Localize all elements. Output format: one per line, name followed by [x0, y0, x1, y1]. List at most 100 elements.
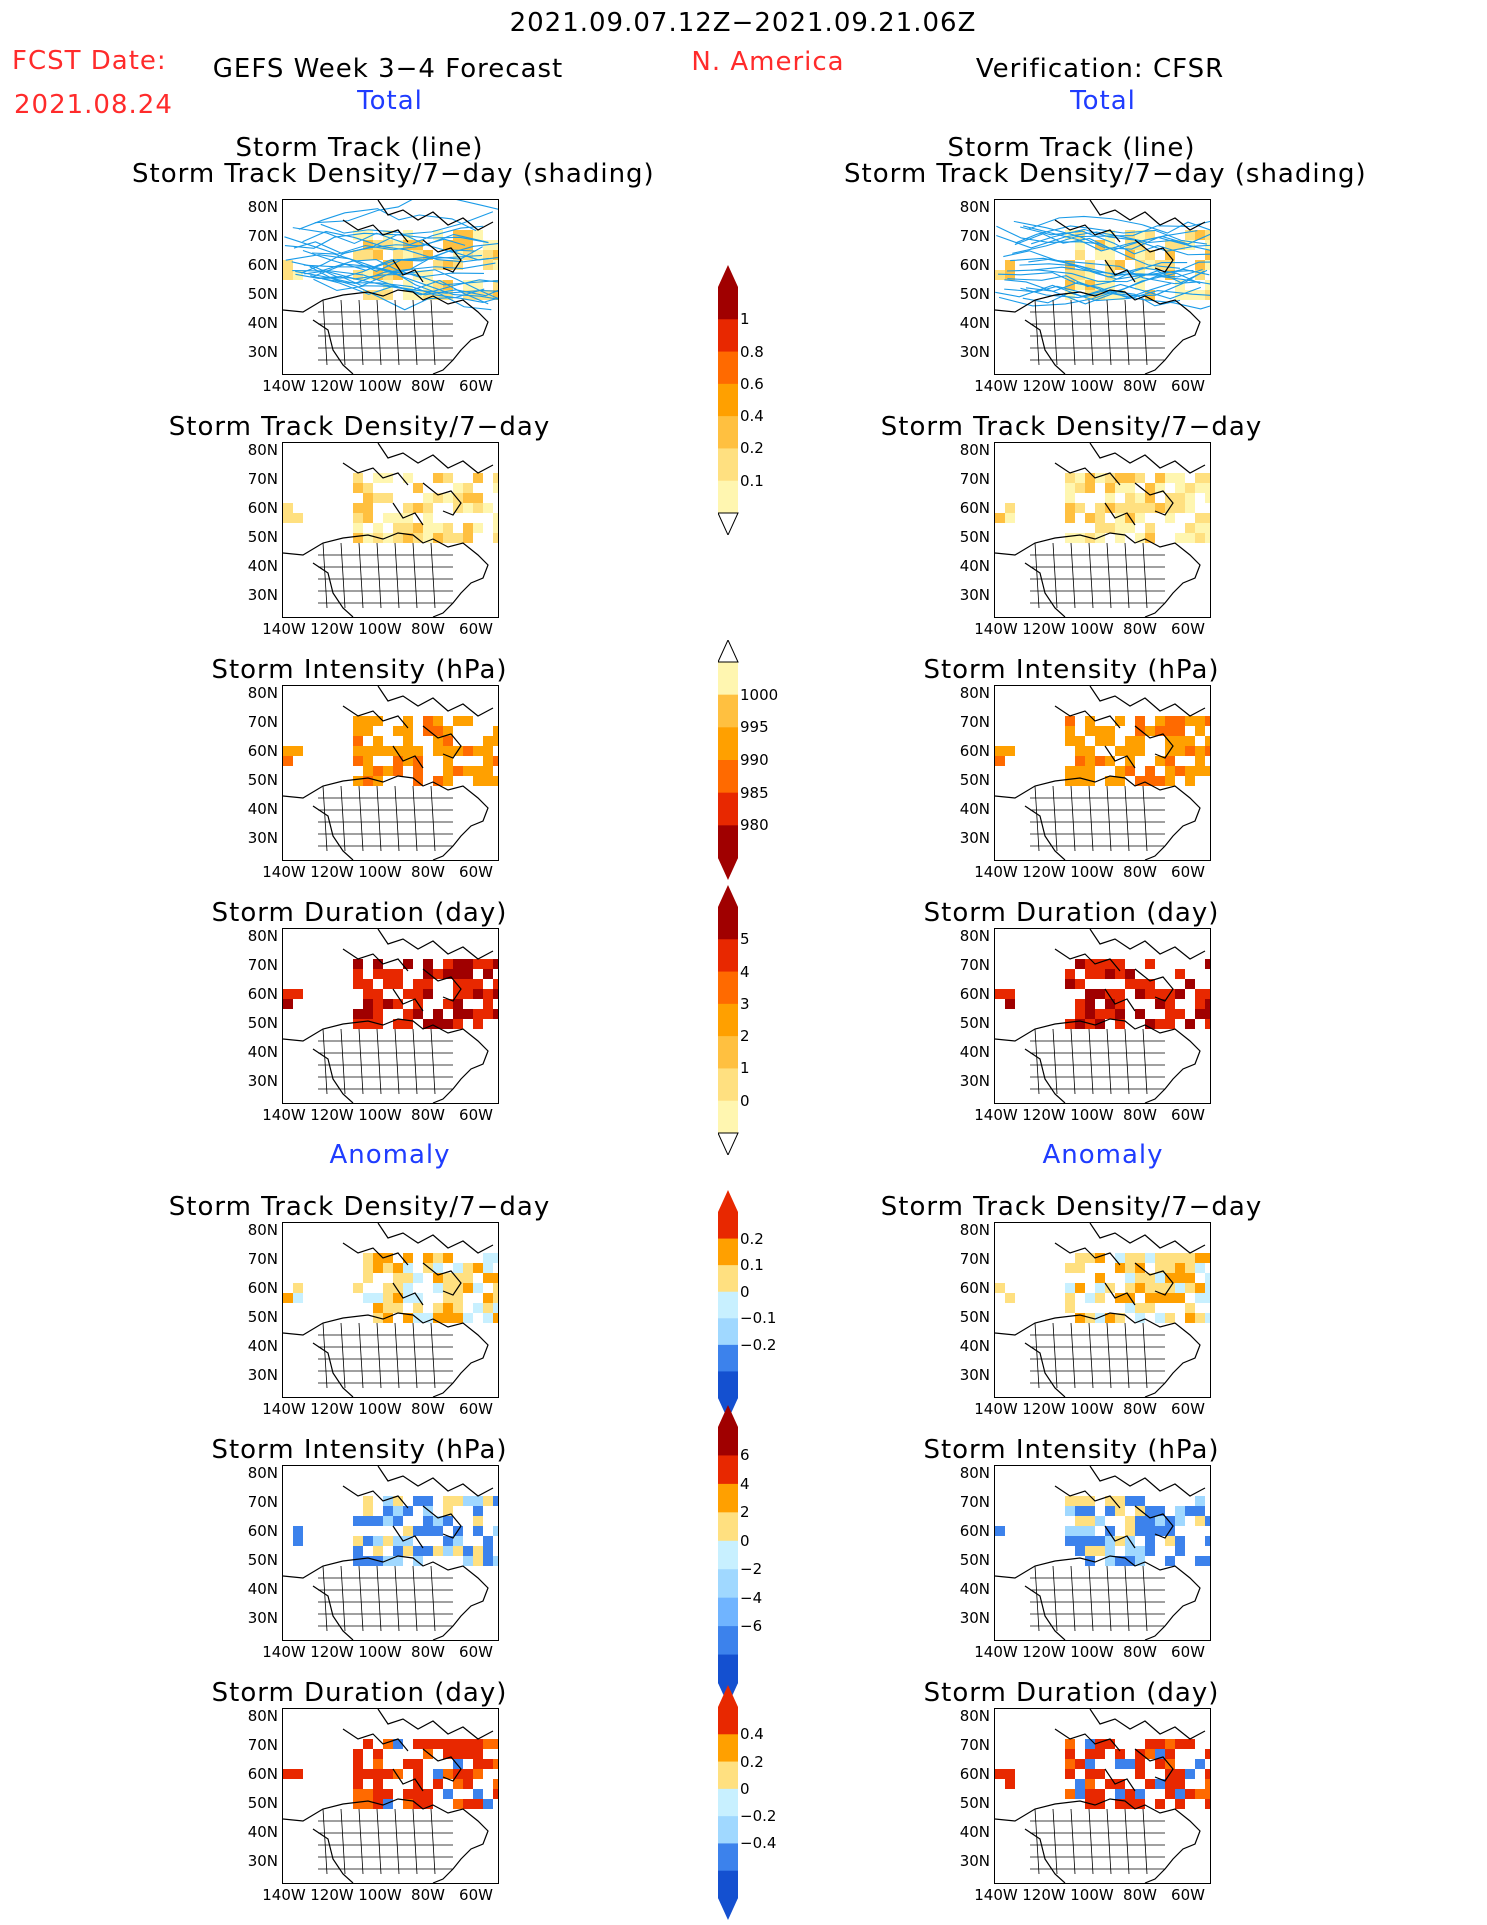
colorbar-tick-label: −0.2: [740, 1807, 777, 1826]
latitude-label: 30N: [959, 1852, 990, 1870]
panel-title: Storm Track Density/7−day (shading): [844, 159, 1367, 189]
map-area: [994, 1708, 1211, 1884]
map-canvas: [995, 686, 1210, 860]
latitude-label: 40N: [247, 557, 278, 575]
longitude-label: 140W: [974, 1886, 1018, 1904]
map-panel-left-5: Storm Track Density/7−day 80N 70N 60N 50N 40N…: [169, 1152, 557, 1426]
total-label-right: Total: [1070, 86, 1136, 116]
latitude-label: 70N: [247, 1250, 278, 1268]
latitude-label: 30N: [959, 829, 990, 847]
map-canvas: [995, 1223, 1210, 1397]
colorbar-tick-label: 6: [740, 1446, 750, 1465]
latitude-label: 60N: [959, 1765, 990, 1783]
longitude-label: 140W: [262, 1106, 306, 1124]
longitude-label: 60W: [1171, 1886, 1205, 1904]
longitude-label: 80W: [1123, 1886, 1157, 1904]
latitude-label: 40N: [247, 1580, 278, 1598]
map-panel-right-5: Storm Track Density/7−day 80N 70N 60N 50N 40N…: [881, 1152, 1269, 1426]
panel-title: Storm Duration (day): [211, 1678, 508, 1708]
longitude-label: 80W: [1123, 1106, 1157, 1124]
panel-title: Storm Duration (day): [923, 898, 1220, 928]
map-canvas: [995, 200, 1210, 374]
latitude-label: 60N: [959, 256, 990, 274]
latitude-label: 70N: [247, 956, 278, 974]
latitude-label: 40N: [959, 1823, 990, 1841]
longitude-label: 60W: [1171, 620, 1205, 638]
latitude-label: 40N: [247, 314, 278, 332]
longitude-label: 60W: [459, 1886, 493, 1904]
longitude-label: 100W: [1070, 863, 1114, 881]
longitude-label: 80W: [411, 1886, 445, 1904]
panel-title: Storm Intensity (hPa): [211, 1435, 508, 1465]
latitude-label: 80N: [247, 1707, 278, 1725]
longitude-label: 100W: [1070, 1643, 1114, 1661]
colorbar-tick-label: 985: [740, 783, 769, 802]
colorbar-tick-label: −4: [740, 1588, 763, 1607]
panel-title: Storm Track Density/7−day (shading): [132, 159, 655, 189]
latitude-label: 40N: [247, 1823, 278, 1841]
colorbar-tick-label: 0.2: [740, 1752, 764, 1771]
colorbar-intensity-total: 1000 995 990 985 980: [718, 640, 818, 880]
latitude-label: 80N: [247, 927, 278, 945]
panel-title: Storm Duration (day): [923, 1678, 1220, 1708]
colorbar-tick-label: 2: [740, 1027, 750, 1046]
map-area: [994, 199, 1211, 375]
longitude-label: 120W: [1022, 1886, 1066, 1904]
longitude-label: 120W: [310, 620, 354, 638]
latitude-label: 50N: [247, 528, 278, 546]
longitude-label: 100W: [358, 1106, 402, 1124]
longitude-label: 140W: [262, 863, 306, 881]
latitude-label: 80N: [959, 684, 990, 702]
latitude-label: 40N: [247, 800, 278, 818]
longitude-label: 120W: [310, 1400, 354, 1418]
longitude-label: 140W: [974, 1106, 1018, 1124]
map-canvas: [283, 1709, 498, 1883]
latitude-label: 70N: [247, 1493, 278, 1511]
latitude-label: 30N: [959, 586, 990, 604]
map-panel-left-2: Storm Track Density/7−day 80N 70N 60N 50N 40N…: [169, 372, 557, 646]
map-panel-left-1: Storm Track (line) Storm Track Density/7−…: [132, 129, 654, 403]
latitude-label: 50N: [247, 771, 278, 789]
map-panel-left-7: Storm Duration (day) 80N 70N 60N 50N 40N 30N 14…: [212, 1638, 557, 1912]
latitude-label: 80N: [959, 1707, 990, 1725]
map-panel-right-6: Storm Intensity (hPa) 80N 70N 60N 50N 40N 30N 1…: [923, 1395, 1269, 1669]
longitude-label: 100W: [358, 1643, 402, 1661]
latitude-label: 40N: [247, 1043, 278, 1061]
latitude-label: 40N: [959, 557, 990, 575]
latitude-label: 70N: [959, 227, 990, 245]
latitude-label: 30N: [247, 586, 278, 604]
longitude-label: 100W: [1070, 620, 1114, 638]
map-panel-right-3: Storm Intensity (hPa) 80N 70N 60N 50N 40N 30N 1…: [923, 615, 1269, 889]
map-canvas: [283, 686, 498, 860]
longitude-label: 140W: [262, 1400, 306, 1418]
latitude-label: 50N: [247, 1308, 278, 1326]
latitude-label: 50N: [959, 1551, 990, 1569]
colorbar-swatches: [718, 1685, 738, 1920]
longitude-label: 80W: [1123, 863, 1157, 881]
map-panel-right-7: Storm Duration (day) 80N 70N 60N 50N 40N 30N 14…: [924, 1638, 1269, 1912]
longitude-label: 60W: [459, 620, 493, 638]
longitude-label: 60W: [459, 1643, 493, 1661]
latitude-label: 70N: [247, 470, 278, 488]
map-area: [994, 1222, 1211, 1398]
colorbar-tick-label: 0.4: [740, 407, 764, 426]
latitude-label: 60N: [247, 742, 278, 760]
longitude-label: 120W: [1022, 1106, 1066, 1124]
longitude-label: 80W: [1123, 620, 1157, 638]
panel-title: Storm Track Density/7−day: [880, 412, 1263, 442]
longitude-label: 140W: [974, 1400, 1018, 1418]
colorbar-tick-label: 0: [740, 1091, 750, 1110]
map-canvas: [283, 1466, 498, 1640]
latitude-label: 30N: [247, 1366, 278, 1384]
colorbar-tick-label: −0.1: [740, 1309, 777, 1328]
latitude-label: 80N: [959, 1464, 990, 1482]
longitude-label: 120W: [310, 1643, 354, 1661]
map-canvas: [283, 929, 498, 1103]
map-area: [994, 1465, 1211, 1641]
latitude-label: 50N: [247, 1014, 278, 1032]
longitude-label: 60W: [1171, 377, 1205, 395]
latitude-label: 60N: [247, 256, 278, 274]
colorbar-swatches: [718, 265, 739, 535]
latitude-label: 80N: [247, 1464, 278, 1482]
panel-title: Storm Intensity (hPa): [923, 1435, 1220, 1465]
